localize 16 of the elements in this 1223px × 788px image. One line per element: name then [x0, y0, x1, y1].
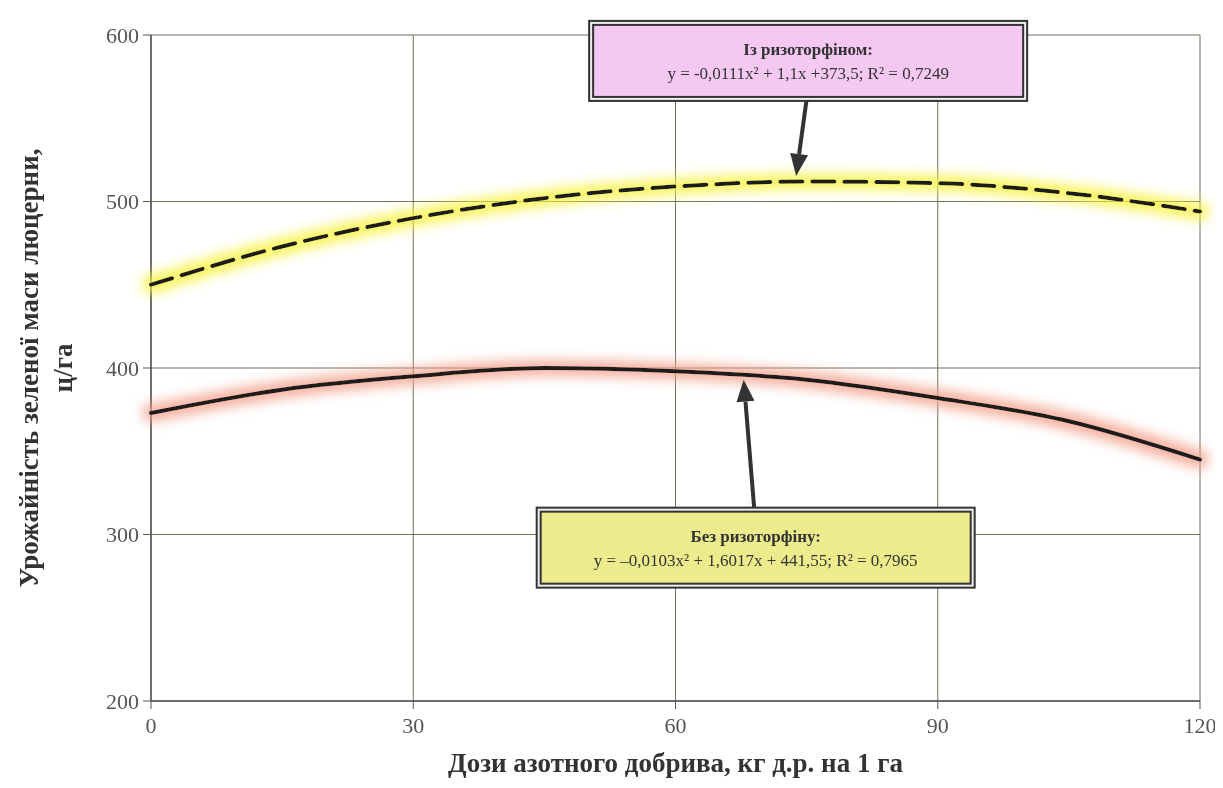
- y-tick-label: 600: [106, 22, 139, 48]
- x-tick-label: 120: [1183, 713, 1217, 738]
- annotation: Без ризоторфіну: y = –0,0103x² + 1,6017x + 441,55; R² = 0,7965: [593, 526, 918, 570]
- x-axis-title: Дози азотного добрива, кг д.р. на 1 га: [448, 748, 904, 778]
- annotation: Із ризоторфіном: y = -0,0111x² + 1,1x +373,5; R² = 0,7249: [667, 39, 949, 83]
- x-tick-label: 30: [402, 713, 425, 738]
- y-tick-label: 500: [106, 189, 139, 215]
- y-axis-title: Урожайність зеленої маси люцерни, ц/га: [14, 148, 78, 588]
- y-tick-label: 200: [106, 688, 139, 714]
- x-tick-label: 90: [926, 713, 949, 738]
- y-tick-label: 300: [106, 522, 139, 548]
- line-series: [149, 179, 1202, 287]
- x-tick-label: 0: [145, 713, 157, 738]
- line-series: [149, 366, 1202, 462]
- x-tick-label: 60: [664, 713, 687, 738]
- y-tick-label: 400: [106, 355, 139, 381]
